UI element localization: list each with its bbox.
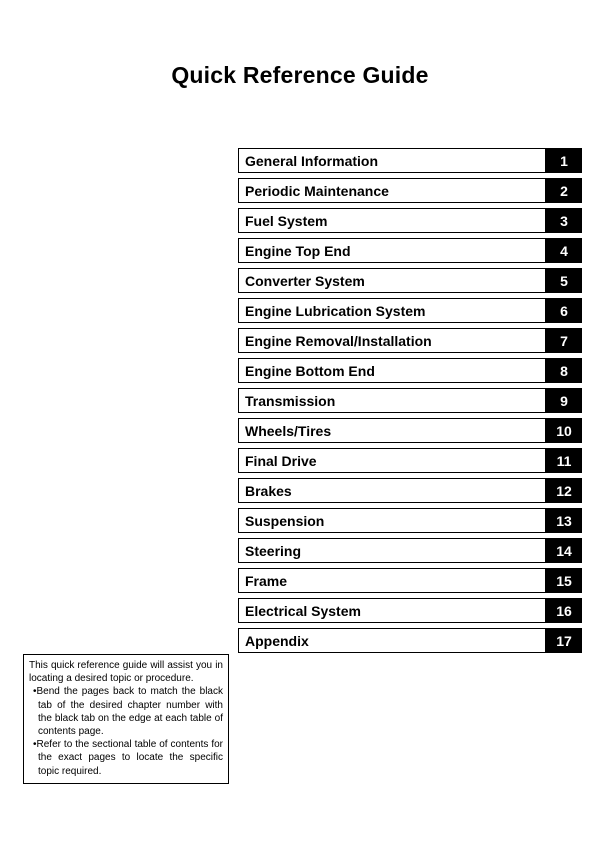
toc-row: Electrical System 16: [238, 598, 582, 623]
toc-row: Transmission 9: [238, 388, 582, 413]
toc-number-tab: 10: [546, 418, 582, 443]
toc-label: Engine Bottom End: [238, 358, 546, 383]
toc-number-tab: 5: [546, 268, 582, 293]
toc-number-tab: 7: [546, 328, 582, 353]
toc-row: Engine Lubrication System 6: [238, 298, 582, 323]
toc-number-tab: 3: [546, 208, 582, 233]
toc-row: Periodic Maintenance 2: [238, 178, 582, 203]
toc-label: Engine Top End: [238, 238, 546, 263]
toc-label: Converter System: [238, 268, 546, 293]
toc-row: Appendix 17: [238, 628, 582, 653]
toc-row: Steering 14: [238, 538, 582, 563]
note-intro: This quick reference guide will assist y…: [29, 659, 223, 685]
toc-number-tab: 13: [546, 508, 582, 533]
instruction-note: This quick reference guide will assist y…: [23, 654, 229, 784]
toc-label: Fuel System: [238, 208, 546, 233]
toc-label: Suspension: [238, 508, 546, 533]
toc-label: General Information: [238, 148, 546, 173]
toc-row: Engine Top End 4: [238, 238, 582, 263]
toc-number-tab: 2: [546, 178, 582, 203]
page: Quick Reference Guide General Informatio…: [0, 0, 600, 855]
note-bullet: •Refer to the sectional table of content…: [29, 738, 223, 778]
toc-row: Suspension 13: [238, 508, 582, 533]
toc-number-tab: 15: [546, 568, 582, 593]
toc-label: Appendix: [238, 628, 546, 653]
toc-number-tab: 17: [546, 628, 582, 653]
toc-number-tab: 12: [546, 478, 582, 503]
toc-label: Wheels/Tires: [238, 418, 546, 443]
toc-number-tab: 16: [546, 598, 582, 623]
toc-row: General Information 1: [238, 148, 582, 173]
toc-label: Brakes: [238, 478, 546, 503]
toc-number-tab: 4: [546, 238, 582, 263]
toc-row: Engine Bottom End 8: [238, 358, 582, 383]
toc-label: Final Drive: [238, 448, 546, 473]
toc-number-tab: 6: [546, 298, 582, 323]
toc-number-tab: 14: [546, 538, 582, 563]
toc-label: Frame: [238, 568, 546, 593]
toc-number-tab: 8: [546, 358, 582, 383]
toc-row: Fuel System 3: [238, 208, 582, 233]
toc-row: Frame 15: [238, 568, 582, 593]
toc-label: Engine Lubrication System: [238, 298, 546, 323]
toc-row: Wheels/Tires 10: [238, 418, 582, 443]
toc-list: General Information 1 Periodic Maintenan…: [238, 148, 582, 658]
note-bullet: •Bend the pages back to match the black …: [29, 685, 223, 738]
toc-row: Brakes 12: [238, 478, 582, 503]
toc-label: Transmission: [238, 388, 546, 413]
toc-label: Periodic Maintenance: [238, 178, 546, 203]
toc-row: Engine Removal/Installation 7: [238, 328, 582, 353]
toc-number-tab: 1: [546, 148, 582, 173]
toc-label: Engine Removal/Installation: [238, 328, 546, 353]
toc-number-tab: 11: [546, 448, 582, 473]
page-title: Quick Reference Guide: [0, 62, 600, 89]
toc-label: Electrical System: [238, 598, 546, 623]
toc-row: Converter System 5: [238, 268, 582, 293]
toc-label: Steering: [238, 538, 546, 563]
toc-number-tab: 9: [546, 388, 582, 413]
toc-row: Final Drive 11: [238, 448, 582, 473]
